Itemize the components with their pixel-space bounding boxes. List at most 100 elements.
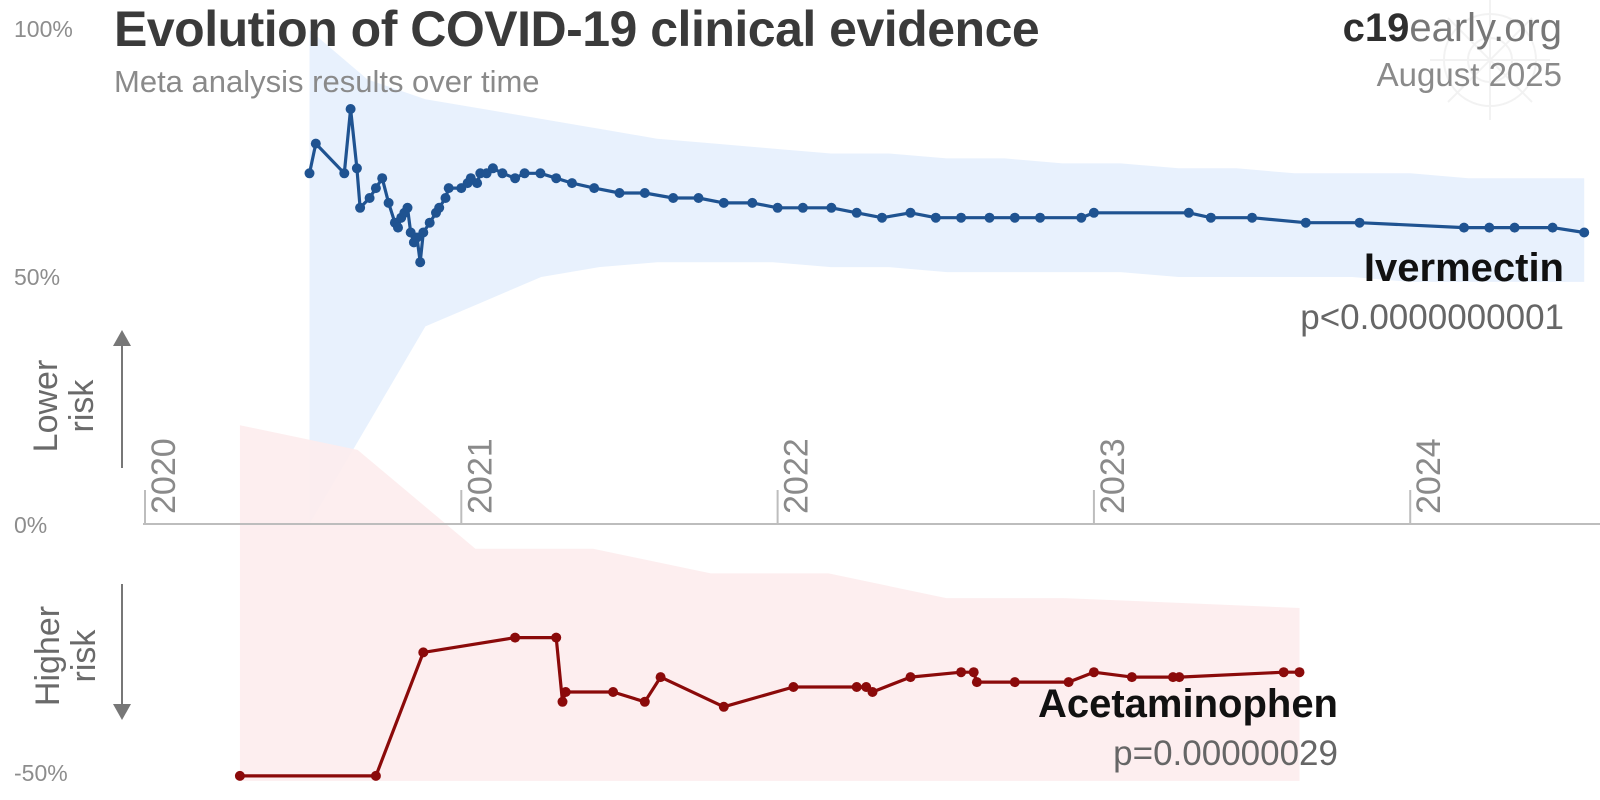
- data-point-ivermectin: [440, 193, 451, 203]
- data-point-acetaminophen: [1278, 667, 1289, 678]
- data-point-ivermectin: [614, 188, 625, 198]
- data-point-ivermectin: [434, 202, 445, 213]
- data-point-ivermectin: [364, 193, 375, 203]
- data-point-ivermectin: [1247, 212, 1258, 223]
- data-point-ivermectin: [984, 212, 995, 223]
- data-point-ivermectin: [668, 193, 679, 203]
- data-point-ivermectin: [1484, 222, 1495, 233]
- data-point-ivermectin: [1009, 212, 1020, 223]
- data-point-ivermectin: [718, 197, 729, 208]
- pvalue-acetaminophen: p=0.00000029: [1113, 734, 1338, 773]
- lower-risk-line1: Lower: [27, 359, 65, 453]
- data-point-ivermectin: [345, 104, 356, 114]
- x-tick-label: 2022: [778, 438, 816, 514]
- higher-risk-line1: Higher: [29, 605, 67, 707]
- data-point-ivermectin: [472, 178, 483, 189]
- data-point-ivermectin: [851, 207, 862, 218]
- x-tick-label: 2024: [1410, 438, 1448, 514]
- data-point-acetaminophen: [905, 672, 916, 683]
- data-point-ivermectin: [956, 212, 967, 223]
- data-point-ivermectin: [877, 212, 887, 223]
- data-point-ivermectin: [1354, 217, 1365, 228]
- data-point-ivermectin: [1088, 207, 1099, 218]
- data-point-acetaminophen: [968, 667, 979, 678]
- data-point-ivermectin: [747, 197, 758, 208]
- data-point-acetaminophen: [639, 696, 650, 707]
- data-point-acetaminophen: [718, 701, 729, 712]
- data-point-acetaminophen: [551, 632, 562, 643]
- data-point-ivermectin: [487, 163, 498, 174]
- x-tick-label: 2023: [1094, 438, 1132, 514]
- brand-rest: early.org: [1409, 6, 1562, 50]
- lower-risk-line2: risk: [63, 379, 101, 433]
- data-point-ivermectin: [402, 202, 413, 213]
- confidence-band-ivermectin: [309, 30, 1585, 524]
- data-point-ivermectin: [535, 168, 546, 179]
- data-point-acetaminophen: [557, 696, 568, 707]
- data-point-ivermectin: [393, 222, 403, 233]
- data-point-ivermectin: [567, 178, 577, 189]
- data-point-acetaminophen: [1174, 672, 1185, 683]
- data-point-ivermectin: [443, 183, 454, 194]
- chart-subtitle: Meta analysis results over time: [114, 64, 540, 99]
- data-point-ivermectin: [551, 173, 562, 184]
- chart-title: Evolution of COVID-19 clinical evidence: [114, 1, 1040, 57]
- data-point-ivermectin: [370, 183, 381, 194]
- data-point-ivermectin: [424, 217, 435, 228]
- lower-risk-arrowhead-icon: [113, 330, 131, 346]
- report-date: August 2025: [1376, 56, 1562, 93]
- higher-risk-arrowhead-icon: [113, 704, 131, 720]
- data-point-ivermectin: [310, 138, 321, 149]
- data-point-ivermectin: [339, 168, 350, 179]
- brand-logo[interactable]: c19early.org: [1343, 6, 1562, 51]
- data-point-ivermectin: [377, 173, 388, 184]
- x-tick-label: 2020: [145, 438, 183, 514]
- data-point-ivermectin: [905, 207, 916, 218]
- data-point-acetaminophen: [234, 770, 245, 781]
- data-point-ivermectin: [1076, 212, 1087, 223]
- data-point-acetaminophen: [971, 677, 982, 688]
- data-point-ivermectin: [693, 193, 704, 203]
- data-point-acetaminophen: [560, 687, 571, 697]
- y-tick-label: 0%: [14, 512, 48, 538]
- data-point-acetaminophen: [1063, 677, 1074, 688]
- data-point-acetaminophen: [867, 687, 878, 697]
- data-point-ivermectin: [418, 227, 429, 238]
- data-point-ivermectin: [383, 197, 394, 208]
- y-tick-label: 100%: [14, 16, 73, 42]
- data-point-ivermectin: [772, 202, 783, 213]
- data-point-ivermectin: [797, 202, 808, 213]
- data-point-acetaminophen: [608, 687, 619, 697]
- data-point-acetaminophen: [370, 770, 381, 781]
- brand-bold: c19: [1342, 6, 1410, 50]
- data-point-acetaminophen: [418, 647, 429, 658]
- data-point-ivermectin: [355, 202, 366, 213]
- data-point-ivermectin: [1547, 222, 1558, 233]
- data-point-ivermectin: [351, 163, 362, 174]
- data-point-ivermectin: [1459, 222, 1469, 233]
- data-point-acetaminophen: [956, 667, 967, 678]
- data-point-acetaminophen: [655, 672, 666, 683]
- data-point-ivermectin: [639, 188, 650, 198]
- x-tick-label: 2021: [461, 438, 499, 514]
- data-point-ivermectin: [589, 183, 600, 194]
- series-label-ivermectin: Ivermectin: [1363, 246, 1564, 290]
- virus-watermark-icon: [1430, 0, 1550, 120]
- data-point-acetaminophen: [1294, 667, 1305, 678]
- data-point-ivermectin: [519, 168, 530, 179]
- data-point-acetaminophen: [851, 682, 862, 692]
- data-point-ivermectin: [930, 212, 941, 223]
- higher-risk-line2: risk: [65, 629, 103, 683]
- data-point-acetaminophen: [1088, 667, 1099, 678]
- pvalue-ivermectin: p<0.0000000001: [1300, 298, 1564, 337]
- higher-risk-label: Higher risk: [29, 586, 103, 726]
- lower-risk-label: Lower risk: [27, 346, 101, 466]
- data-point-acetaminophen: [510, 632, 521, 643]
- data-point-ivermectin: [1035, 212, 1046, 223]
- data-point-ivermectin: [826, 202, 837, 213]
- y-tick-label: 50%: [14, 264, 61, 290]
- data-point-ivermectin: [1205, 212, 1216, 223]
- data-point-ivermectin: [510, 173, 521, 184]
